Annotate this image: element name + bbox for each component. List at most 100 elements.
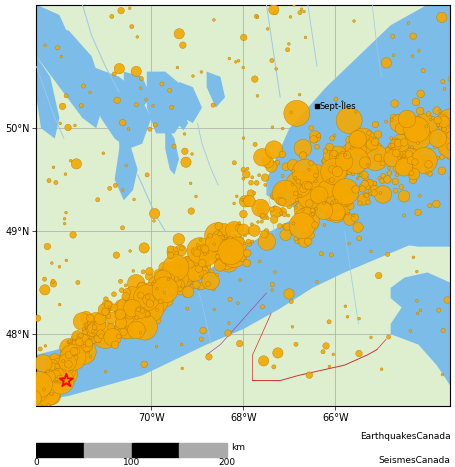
Point <box>289 229 296 237</box>
Point <box>417 90 424 98</box>
Point <box>94 335 101 342</box>
Point <box>202 250 209 258</box>
Point <box>447 123 454 131</box>
Point <box>83 336 90 344</box>
Point <box>203 263 211 270</box>
Point <box>308 211 315 219</box>
Point <box>144 292 151 300</box>
Point <box>309 206 316 214</box>
Point <box>192 248 199 255</box>
Point <box>232 234 239 241</box>
Point <box>311 221 318 229</box>
Point <box>157 297 164 305</box>
Point <box>140 319 147 326</box>
Point <box>326 363 333 370</box>
Point <box>26 393 34 401</box>
Point <box>62 92 70 99</box>
Point <box>228 243 235 251</box>
Point <box>420 67 427 74</box>
Point <box>292 204 299 212</box>
Point <box>189 283 196 290</box>
Point <box>330 168 337 175</box>
Point <box>137 309 144 317</box>
Polygon shape <box>115 118 137 200</box>
Point <box>50 163 57 171</box>
Point <box>330 179 337 186</box>
Point <box>336 191 344 198</box>
Point <box>230 243 237 250</box>
Point <box>328 176 335 184</box>
Point <box>368 135 375 143</box>
Point <box>177 269 184 277</box>
Point <box>365 129 373 137</box>
Point <box>113 306 121 313</box>
Point <box>146 126 153 133</box>
Point <box>313 177 320 184</box>
Point <box>259 208 266 215</box>
Point <box>66 358 73 365</box>
Point <box>136 303 143 311</box>
Point <box>44 389 51 397</box>
Point <box>240 64 247 71</box>
Point <box>75 344 82 352</box>
Point <box>172 250 180 258</box>
Point <box>422 154 429 161</box>
Point <box>440 327 447 334</box>
Point <box>89 327 96 335</box>
Point <box>32 384 39 392</box>
Point <box>146 273 153 280</box>
Point <box>59 358 66 366</box>
Point <box>394 171 401 179</box>
Point <box>274 349 282 357</box>
Point <box>231 226 238 234</box>
Point <box>155 297 162 305</box>
Point <box>158 270 166 277</box>
Point <box>173 276 180 283</box>
Point <box>395 120 402 127</box>
Text: 200: 200 <box>218 458 236 467</box>
Point <box>56 263 63 270</box>
Point <box>248 220 256 228</box>
Point <box>94 337 101 344</box>
Point <box>415 139 422 147</box>
Point <box>399 152 406 159</box>
Point <box>36 386 43 394</box>
Point <box>297 192 304 200</box>
Point <box>231 233 238 240</box>
Point <box>391 100 398 107</box>
Point <box>400 139 408 146</box>
Point <box>427 116 434 123</box>
Point <box>346 184 353 191</box>
Point <box>405 151 413 158</box>
Point <box>56 120 64 127</box>
Point <box>171 142 178 150</box>
Point <box>379 191 387 198</box>
Point <box>87 336 95 344</box>
Point <box>270 363 278 371</box>
Point <box>103 308 111 315</box>
Point <box>130 267 137 275</box>
Point <box>180 274 187 281</box>
Point <box>61 370 68 377</box>
Point <box>209 101 217 109</box>
Point <box>108 314 115 322</box>
Point <box>86 340 93 347</box>
Point <box>30 387 38 395</box>
Point <box>374 154 382 162</box>
Point <box>165 282 172 289</box>
Point <box>33 389 40 397</box>
Point <box>57 377 65 385</box>
Point <box>282 231 289 239</box>
Point <box>46 364 53 371</box>
Polygon shape <box>174 110 188 130</box>
Point <box>32 386 40 393</box>
Point <box>416 192 424 199</box>
Point <box>415 209 422 216</box>
Point <box>270 216 278 223</box>
Point <box>189 263 196 271</box>
Point <box>166 87 173 94</box>
Point <box>197 335 205 343</box>
Point <box>290 196 298 203</box>
Point <box>346 216 353 223</box>
Point <box>75 332 82 340</box>
